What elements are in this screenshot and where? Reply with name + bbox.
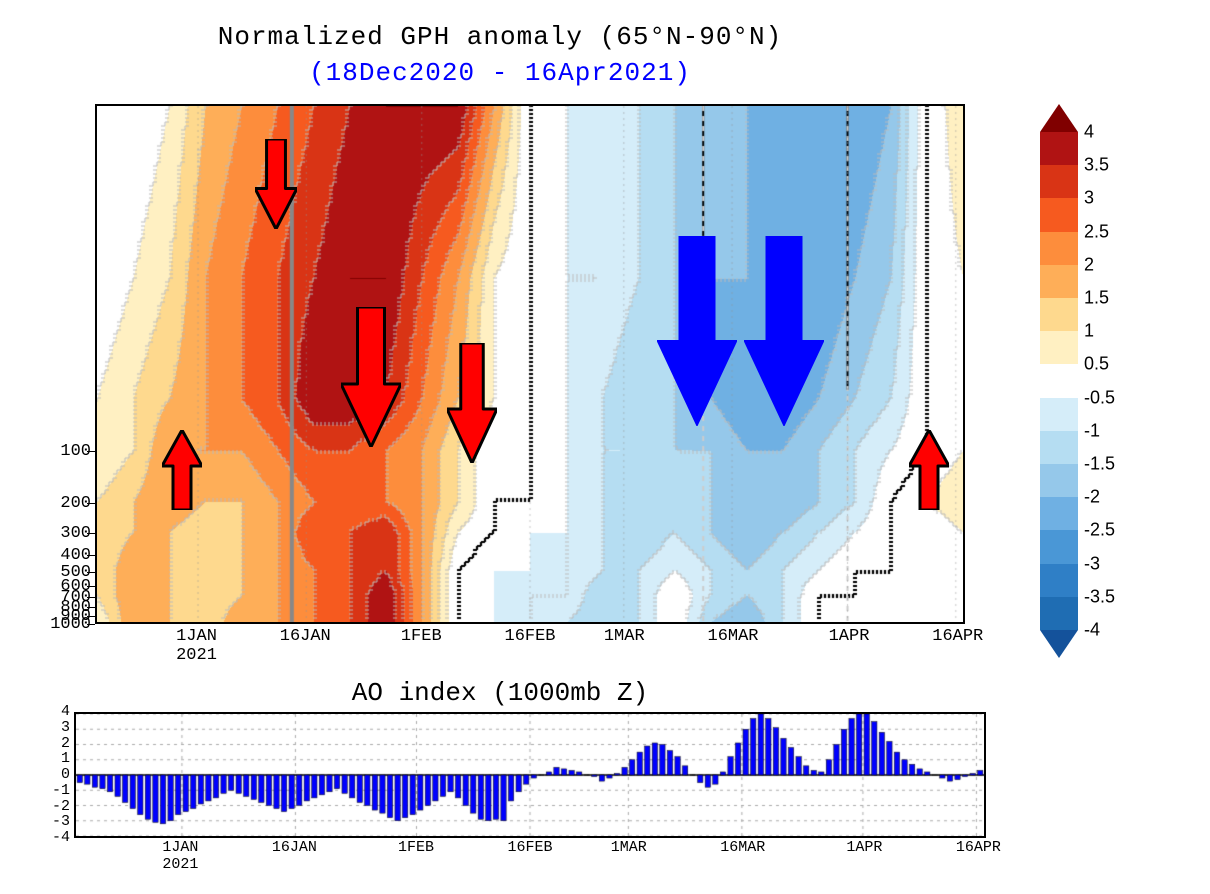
ao-ytick-label: 1 <box>30 751 70 766</box>
main-ytick-label: 200 <box>31 494 91 513</box>
colorbar-segment <box>1040 198 1078 232</box>
colorbar-label: 3.5 <box>1084 155 1109 176</box>
ao-xtick-label: 16JAN <box>272 840 317 857</box>
title-sub: (18Dec2020 - 16Apr2021) <box>0 58 1000 88</box>
colorbar-label: -4 <box>1084 620 1100 641</box>
ao-ytick-label: -2 <box>30 799 70 814</box>
colorbar-label: 2 <box>1084 254 1094 275</box>
main-xtick-label: 16JAN <box>280 628 331 647</box>
annotation-arrow <box>447 343 497 463</box>
colorbar-label: -1.5 <box>1084 454 1115 475</box>
ao-ytick-label: 3 <box>30 720 70 735</box>
ao-ytick-label: 2 <box>30 736 70 751</box>
colorbar-segment <box>1040 298 1078 332</box>
main-xtick-label: 1FEB <box>401 628 442 647</box>
ao-bar-canvas <box>76 714 984 836</box>
colorbar-label: -3.5 <box>1084 586 1115 607</box>
tick-mark <box>87 503 95 504</box>
ao-ytick-label: 4 <box>30 704 70 719</box>
main-ytick-label: 1000 <box>31 615 91 634</box>
ao-xtick-label: 1APR <box>846 840 882 857</box>
tick-mark <box>87 572 95 573</box>
annotation-arrow <box>162 430 202 510</box>
ao-xtick-label: 16FEB <box>507 840 552 857</box>
ao-xtick-label: 1FEB <box>398 840 434 857</box>
colorbar-label: 4 <box>1084 122 1094 143</box>
main-heatmap-plot <box>95 104 965 624</box>
ao-xtick-label: 16APR <box>956 840 1001 857</box>
annotation-arrow <box>341 307 401 447</box>
tick-mark <box>87 533 95 534</box>
annotation-arrow <box>744 236 824 426</box>
tick-mark <box>87 586 95 587</box>
main-heatmap-canvas <box>97 106 963 622</box>
colorbar-label: -2.5 <box>1084 520 1115 541</box>
colorbar-segment <box>1040 331 1078 365</box>
colorbar-segment <box>1040 431 1078 465</box>
colorbar-label: -0.5 <box>1084 387 1115 408</box>
tick-mark <box>87 624 95 625</box>
page-root: Normalized GPH anomaly (65°N-90°N) (18De… <box>0 0 1210 894</box>
colorbar-low-tri <box>1040 630 1078 658</box>
main-xtick-label: 16FEB <box>504 628 555 647</box>
ao-title: AO index (1000mb Z) <box>0 678 1000 708</box>
main-xtick-label: 1JAN 2021 <box>176 628 217 665</box>
ao-xtick-label: 1JAN 2021 <box>162 840 198 873</box>
colorbar-label: 0.5 <box>1084 354 1109 375</box>
ao-ytick-label: -4 <box>30 830 70 845</box>
ao-ytick-label: 0 <box>30 767 70 782</box>
annotation-arrow <box>909 430 949 510</box>
main-xtick-label: 16APR <box>932 628 983 647</box>
colorbar-segment <box>1040 564 1078 598</box>
main-ytick-label: 300 <box>31 524 91 543</box>
ao-xtick-label: 16MAR <box>720 840 765 857</box>
colorbar-segment <box>1040 530 1078 564</box>
colorbar-segment <box>1040 398 1078 432</box>
colorbar-segment <box>1040 132 1078 166</box>
main-xtick-label: 1MAR <box>604 628 645 647</box>
colorbar-segment <box>1040 265 1078 299</box>
colorbar-segment <box>1040 464 1078 498</box>
title-main: Normalized GPH anomaly (65°N-90°N) <box>0 22 1000 52</box>
main-xtick-label: 16MAR <box>707 628 758 647</box>
annotation-arrow <box>255 139 297 229</box>
colorbar-label: -2 <box>1084 487 1100 508</box>
colorbar-segment <box>1040 364 1078 398</box>
colorbar-segment <box>1040 597 1078 631</box>
main-xtick-label: 1APR <box>829 628 870 647</box>
colorbar-high-tri <box>1040 104 1078 132</box>
colorbar-label: 1 <box>1084 321 1094 342</box>
annotation-arrow <box>657 236 737 426</box>
ao-ytick-label: -3 <box>30 814 70 829</box>
colorbar-segment <box>1040 497 1078 531</box>
colorbar-segment <box>1040 232 1078 266</box>
tick-mark <box>87 451 95 452</box>
colorbar: 43.532.521.510.5-0.5-1-1.5-2-2.5-3-3.5-4 <box>1040 104 1078 658</box>
ao-ytick-label: -1 <box>30 783 70 798</box>
colorbar-label: 1.5 <box>1084 288 1109 309</box>
colorbar-segment <box>1040 165 1078 199</box>
colorbar-label: -3 <box>1084 553 1100 574</box>
colorbar-label: 3 <box>1084 188 1094 209</box>
ao-xtick-label: 1MAR <box>611 840 647 857</box>
colorbar-label: 2.5 <box>1084 221 1109 242</box>
tick-mark <box>87 555 95 556</box>
colorbar-label: -1 <box>1084 420 1100 441</box>
main-ytick-label: 100 <box>31 442 91 461</box>
ao-bar-plot <box>74 712 986 838</box>
